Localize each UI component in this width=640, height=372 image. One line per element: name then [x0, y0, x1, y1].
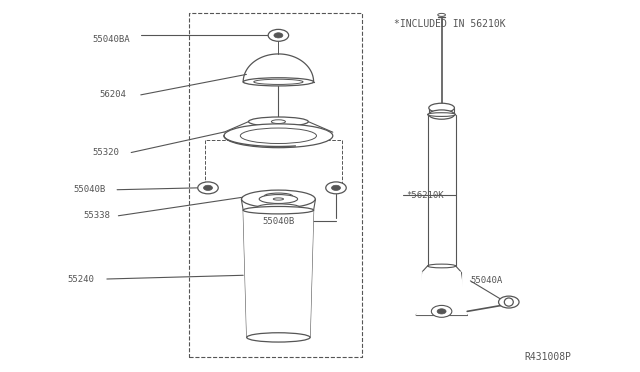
Text: 56204: 56204 [99, 90, 126, 99]
Text: *INCLUDED IN 56210K: *INCLUDED IN 56210K [394, 19, 505, 29]
Ellipse shape [273, 198, 284, 200]
Circle shape [268, 29, 289, 41]
Circle shape [431, 305, 452, 317]
Ellipse shape [429, 110, 454, 119]
Text: 55040A: 55040A [470, 276, 502, 285]
Text: 55040B: 55040B [262, 217, 294, 226]
Ellipse shape [253, 79, 303, 84]
Text: 55040BA: 55040BA [93, 35, 131, 44]
Polygon shape [416, 272, 467, 315]
Text: 55040B: 55040B [74, 185, 106, 194]
Ellipse shape [428, 264, 456, 268]
Ellipse shape [243, 78, 314, 86]
Text: 55338: 55338 [83, 211, 110, 220]
Ellipse shape [271, 120, 285, 124]
Ellipse shape [248, 117, 308, 126]
Ellipse shape [504, 298, 513, 306]
Ellipse shape [243, 206, 314, 214]
Ellipse shape [224, 124, 333, 148]
Ellipse shape [429, 103, 454, 112]
Ellipse shape [438, 13, 445, 16]
Ellipse shape [259, 195, 298, 203]
Circle shape [332, 185, 340, 190]
Circle shape [499, 296, 519, 308]
Text: 55320: 55320 [93, 148, 120, 157]
Polygon shape [243, 54, 314, 82]
Circle shape [326, 182, 346, 194]
Circle shape [274, 33, 283, 38]
Text: 55240: 55240 [67, 275, 94, 283]
Ellipse shape [246, 333, 310, 342]
Circle shape [437, 309, 446, 314]
Circle shape [204, 185, 212, 190]
Ellipse shape [257, 204, 300, 211]
Ellipse shape [241, 190, 315, 208]
Ellipse shape [428, 113, 456, 116]
Ellipse shape [241, 128, 316, 144]
Ellipse shape [264, 193, 292, 199]
Polygon shape [243, 210, 314, 337]
Text: *56210K: *56210K [406, 191, 444, 200]
Text: R431008P: R431008P [525, 352, 572, 362]
Circle shape [198, 182, 218, 194]
